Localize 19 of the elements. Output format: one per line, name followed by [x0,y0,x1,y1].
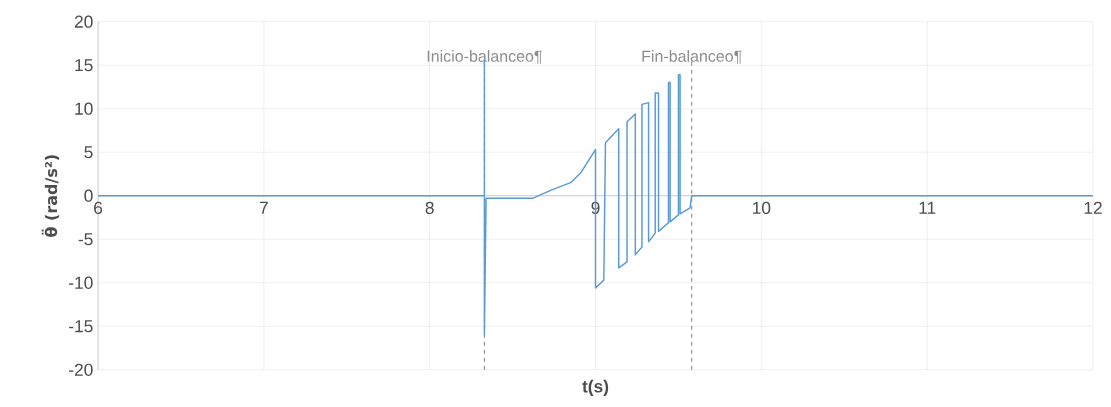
y-axis-title: θ̈ (rad/s²) [41,155,60,237]
y-tick-label: 15 [75,59,93,72]
y-tick-label: -20 [69,363,93,377]
y-tick-label: -15 [69,320,93,333]
ref-line-label: Fin-balanceo¶ [642,50,742,64]
y-tick-label: -5 [78,233,93,246]
x-tick-label: 12 [1084,201,1102,214]
y-tick-label: 0 [84,189,93,202]
x-tick-label: 11 [919,201,936,214]
ref-line-label: Inicio-balanceo¶ [427,50,542,64]
y-tick-label: 10 [75,102,93,115]
y-tick-label: -10 [69,276,93,289]
y-tick-label: 5 [84,146,93,159]
x-tick-label: 8 [425,201,434,215]
x-tick-label: 10 [753,201,771,215]
y-tick-label: 20 [74,15,93,28]
x-tick-label: 7 [259,201,268,214]
x-axis-title: t(s) [582,379,609,397]
x-tick-label: 6 [94,201,103,215]
